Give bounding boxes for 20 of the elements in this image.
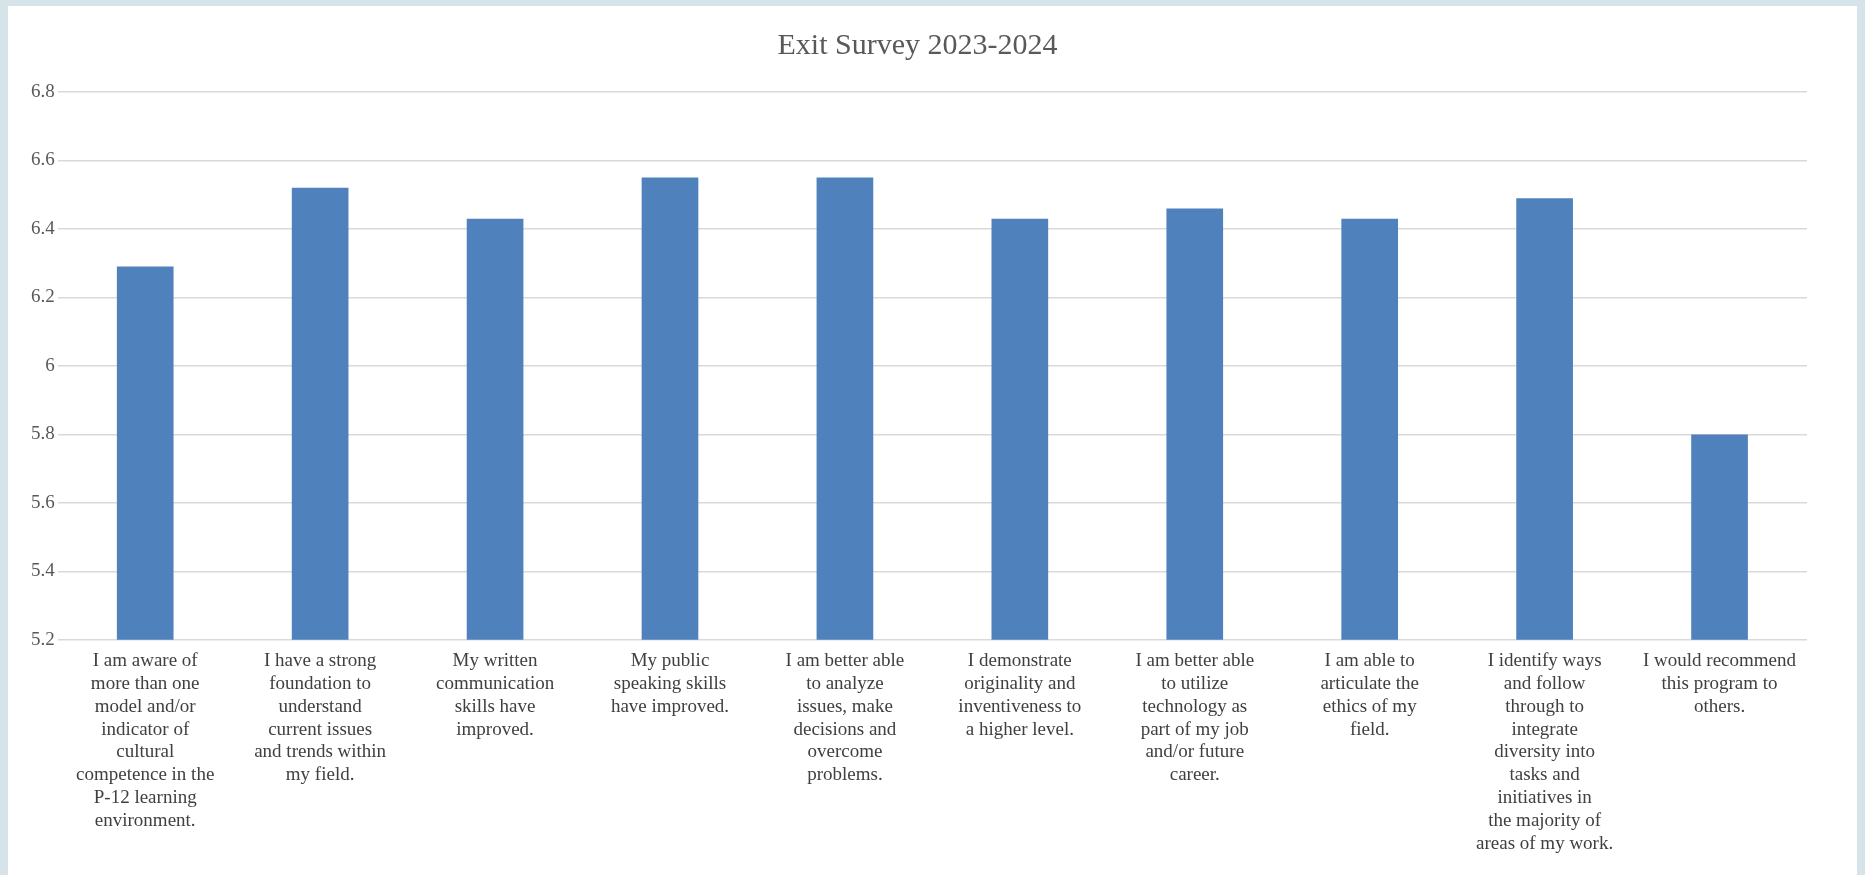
y-tick-label: 6.4 — [31, 216, 56, 238]
chart-title: Exit Survey 2023-2024 — [777, 26, 1058, 60]
x-tick-label: I am aware of more than one model and/or indicator of cultural competence in the P-12 learning environment. — [76, 649, 215, 830]
x-tick-label: My written communication skills have improved. — [435, 649, 555, 739]
x-tick-label: I demonstrate originality and inventiveness to a higher level. — [958, 649, 1082, 739]
x-tick-label: I have a strong foundation to understand current issues and trends within my field. — [254, 649, 387, 785]
y-tick-label: 5.4 — [31, 559, 56, 581]
y-tick-label: 6.2 — [31, 285, 55, 307]
x-tick-label: I would recommend this program to others. — [1643, 649, 1797, 716]
x-tick-label: I am able to articulate the ethics of my field. — [1320, 649, 1420, 739]
y-tick-label: 5.2 — [31, 627, 55, 649]
y-tick-label: 6.6 — [31, 148, 55, 170]
y-tick-label: 5.8 — [31, 422, 55, 444]
category-label: I identify ways and follow through to integrate diversity into tasks and initiatives in the majority of areas of my work. — [1476, 649, 1614, 853]
x-tick-label: I am better able to analyze issues, make decisions and overcome problems. — [785, 649, 905, 785]
x-tick-label: I am better able to utilize technology as part of my job and/or future career. — [1135, 649, 1255, 785]
y-tick-label: 6.8 — [31, 79, 55, 101]
x-tick-label: My public speaking skills have improved. — [610, 649, 730, 716]
y-tick-label: 6 — [45, 353, 55, 375]
y-tick-label: 5.6 — [31, 490, 55, 512]
